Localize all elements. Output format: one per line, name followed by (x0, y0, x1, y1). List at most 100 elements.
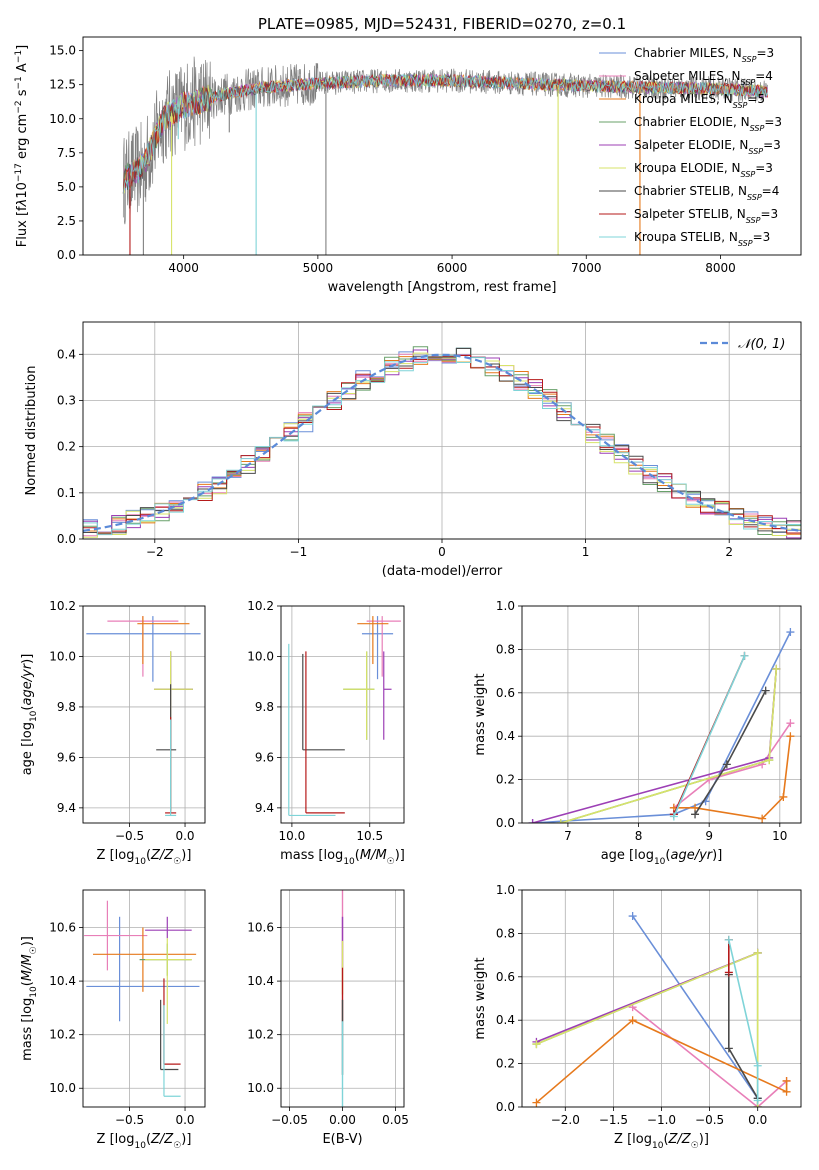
legend-label-chabrier-stelib: Chabrier STELIB, NSSP=4 (634, 184, 779, 202)
x-tick-label: 0.0 (175, 1113, 194, 1127)
weight-series (532, 912, 791, 1107)
x-tick-label: 10.0 (279, 829, 306, 843)
y-tick-label: 10.6 (247, 921, 274, 935)
weight-marker-kroupa-miles (786, 732, 795, 741)
weight-marker-kroupa-elodie (753, 948, 762, 957)
y-tick-label: 10.2 (49, 599, 76, 613)
errorbar-series (288, 616, 401, 817)
y-axis-label: age [log10(age/yr)] (20, 654, 39, 776)
x-tick-label: 10 (772, 829, 787, 843)
histogram-kroupa-stelib (83, 354, 801, 539)
figure-title: PLATE=0985, MJD=52431, FIBERID=0270, z=0… (258, 15, 626, 33)
y-tick-label: 5.0 (57, 180, 76, 194)
spectrum-lines (122, 56, 768, 255)
x-tick-label: 8 (635, 829, 643, 843)
weight-marker-kroupa-elodie (532, 1040, 541, 1049)
y-tick-label: 9.4 (255, 801, 274, 815)
y-tick-label: 9.8 (255, 700, 274, 714)
legend-label-chabrier-miles: Chabrier MILES, NSSP=3 (634, 46, 774, 64)
weight-marker-chabrier-miles (628, 912, 637, 921)
y-tick-label: 9.8 (57, 700, 76, 714)
weight-line-chabrier-stelib (728, 974, 759, 1099)
x-tick-label: −0.5 (695, 1113, 724, 1127)
frame-mass-vs-Z (82, 889, 206, 1108)
weight-line-chabrier-elodie (560, 668, 778, 823)
weight-marker-kroupa-elodie (556, 819, 565, 823)
x-tick-label: −2 (146, 545, 164, 559)
frame-weight-vs-age (521, 605, 802, 824)
x-tick-label: 8000 (705, 261, 736, 275)
weight-marker-kroupa-miles (779, 792, 788, 801)
y-tick-label: 0.0 (57, 248, 76, 262)
weight-line-kroupa-miles (535, 1019, 788, 1104)
legend-label-salpeter-miles: Salpeter MILES, NSSP=4 (634, 69, 773, 87)
y-axis-label: Flux [fλ10−17 erg cm−2 s−1 A−1] (14, 45, 30, 247)
x-tick-label: 4000 (168, 261, 199, 275)
legend-label-chabrier-elodie: Chabrier ELODIE, NSSP=3 (634, 115, 782, 133)
frame-weight-vs-Z (521, 889, 802, 1108)
y-tick-label: 9.6 (57, 750, 76, 764)
weight-marker-kroupa-miles (532, 1098, 541, 1107)
axes-age-vs-Z: −0.5 0.0 9.4 9.6 9.8 10.0 10.2 (49, 599, 205, 843)
axes-spectrum: 4000 5000 6000 7000 8000 0.0 2.5 5.0 7.5 10.0 12.5… (49, 44, 735, 275)
weight-marker-kroupa-stelib (724, 935, 733, 944)
errorbar-series (86, 616, 201, 817)
weight-marker-salpeter-miles (786, 719, 795, 728)
y-tick-label: 0.0 (496, 1100, 515, 1114)
y-tick-label: 10.0 (247, 1081, 274, 1095)
y-tick-label: 10.2 (247, 1028, 274, 1042)
frame-residuals (82, 321, 802, 540)
x-tick-label: 7 (564, 829, 572, 843)
y-axis-label: mass weight (473, 957, 488, 1039)
spectrum-series-kroupa-stelib (122, 74, 768, 194)
weight-line-kroupa-elodie (560, 668, 778, 823)
y-tick-label: 12.5 (49, 78, 76, 92)
y-tick-label: 10.0 (49, 112, 76, 126)
weight-marker-kroupa-miles (628, 1016, 637, 1025)
x-tick-label: −1.0 (647, 1113, 676, 1127)
x-axis-label: Z [log10(Z/Z☉)] (97, 848, 192, 867)
weight-line-salpeter-miles (673, 722, 792, 809)
axes-ebv: −0.05 0.00 0.05 10.0 10.2 10.4 10.6 (247, 890, 409, 1127)
y-tick-label: 1.0 (496, 883, 515, 897)
axes-weight-vs-age: 7 8 9 10 0.0 0.2 0.4 0.6 0.8 1.0 (496, 599, 801, 843)
y-tick-label: 0.2 (496, 773, 515, 787)
weight-marker-kroupa-miles (782, 1087, 791, 1096)
weight-marker-chabrier-stelib (691, 810, 700, 819)
y-axis-label: mass weight (473, 673, 488, 755)
weight-series (528, 628, 795, 823)
x-tick-label: −1.5 (599, 1113, 628, 1127)
x-tick-label: −1 (290, 545, 308, 559)
x-tick-label: 0.05 (382, 1113, 409, 1127)
y-tick-label: 0.2 (496, 1057, 515, 1071)
legend-label-normal: 𝒩(0, 1) (738, 337, 785, 352)
y-tick-label: 10.4 (247, 974, 274, 988)
spectrum-series-chabrier-stelib (122, 73, 768, 194)
x-tick-label: 0.0 (748, 1113, 767, 1127)
histogram-series (83, 346, 801, 539)
frame-ebv (280, 889, 405, 1108)
axes-mass-vs-Z: −0.5 0.0 10.0 10.2 10.4 10.6 (49, 890, 205, 1127)
y-tick-label: 15.0 (49, 44, 76, 58)
frame-spectrum (82, 36, 802, 256)
y-tick-label: 2.5 (57, 214, 76, 228)
weight-marker-kroupa-stelib (753, 1061, 762, 1070)
weight-marker-chabrier-stelib (761, 686, 770, 695)
y-tick-label: 0.1 (57, 486, 76, 500)
weight-line-salpeter-elodie (532, 668, 778, 823)
weight-marker-kroupa-stelib (669, 812, 678, 821)
y-tick-label: 0.0 (57, 532, 76, 546)
y-tick-label: 1.0 (496, 599, 515, 613)
y-tick-label: 10.0 (49, 1081, 76, 1095)
y-tick-label: 10.2 (49, 1028, 76, 1042)
y-tick-label: 10.6 (49, 921, 76, 935)
x-tick-label: 0.0 (175, 829, 194, 843)
weight-marker-kroupa-stelib (740, 651, 749, 660)
weight-line-chabrier-miles (631, 915, 759, 1107)
x-tick-label: 7000 (571, 261, 602, 275)
y-axis-label: mass [log10(M/M☉)] (20, 936, 39, 1061)
x-tick-label: 6000 (437, 261, 468, 275)
weight-marker-chabrier-stelib (724, 1044, 733, 1053)
weight-marker-chabrier-stelib (722, 760, 731, 769)
weight-marker-salpeter-stelib (724, 968, 733, 977)
